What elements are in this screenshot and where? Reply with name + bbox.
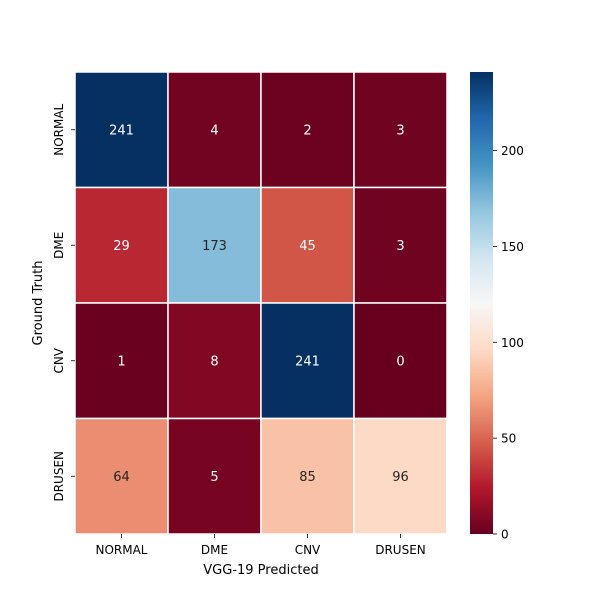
cell-value-label: 29 (113, 239, 130, 254)
x-tick-label-drusen: DRUSEN (375, 543, 426, 557)
x-axis-ticks: NORMAL DME CNV DRUSEN (95, 534, 426, 557)
cell-value-label: 45 (299, 239, 316, 254)
heatmap-cell-normal-drusen (353, 71, 448, 189)
x-tick-label-cnv: CNV (295, 543, 321, 557)
cell-value-label: 96 (392, 470, 409, 485)
heatmap-cells (74, 71, 448, 535)
cell-value-label: 241 (109, 123, 134, 138)
colorbar-tick-label: 150 (501, 240, 524, 254)
heatmap-cell-dme-drusen (353, 186, 448, 304)
y-tick-label-cnv: CNV (52, 347, 66, 373)
colorbar-tick-label: 200 (501, 144, 524, 158)
cell-value-label: 2 (303, 123, 311, 138)
cell-value-label: 8 (210, 354, 218, 369)
y-tick-label-drusen: DRUSEN (52, 451, 66, 502)
heatmap-cell-labels: 241 4 2 3 29 173 45 3 1 8 241 0 64 5 85 96 (109, 123, 409, 485)
colorbar-gradient (470, 72, 493, 534)
x-axis-label: VGG-19 Predicted (203, 563, 318, 578)
x-tick-label-normal: NORMAL (95, 543, 147, 557)
heatmap-cell-normal-dme (167, 71, 262, 189)
cell-value-label: 4 (210, 123, 218, 138)
heatmap-cell-dme-dme (167, 186, 262, 304)
cell-value-label: 85 (299, 470, 316, 485)
y-axis-label: Ground Truth (31, 261, 46, 346)
cell-value-label: 3 (396, 123, 404, 138)
heatmap-cell-normal-cnv (260, 71, 355, 189)
colorbar: 0 50 100 150 200 (470, 72, 524, 542)
y-tick-label-normal: NORMAL (52, 103, 66, 155)
cell-value-label: 173 (202, 239, 227, 254)
y-tick-label-dme: DME (52, 232, 66, 259)
cell-value-label: 5 (210, 470, 218, 485)
colorbar-tick-label: 0 (501, 528, 509, 542)
x-tick-label-dme: DME (201, 543, 228, 557)
heatmap-cell-drusen-dme (167, 417, 262, 535)
colorbar-tick-label: 50 (501, 432, 516, 446)
heatmap-cell-normal-normal (74, 71, 169, 189)
cell-value-label: 64 (113, 470, 130, 485)
colorbar-tick-label: 100 (501, 336, 524, 350)
cell-value-label: 1 (117, 354, 125, 369)
cell-value-label: 241 (295, 354, 320, 369)
heatmap-cell-cnv-dme (167, 302, 262, 420)
y-axis-ticks: NORMAL DME CNV DRUSEN (52, 103, 75, 502)
heatmap-cell-cnv-drusen (353, 302, 448, 420)
heatmap-cell-drusen-drusen (353, 417, 448, 535)
cell-value-label: 3 (396, 239, 404, 254)
cell-value-label: 0 (396, 354, 404, 369)
